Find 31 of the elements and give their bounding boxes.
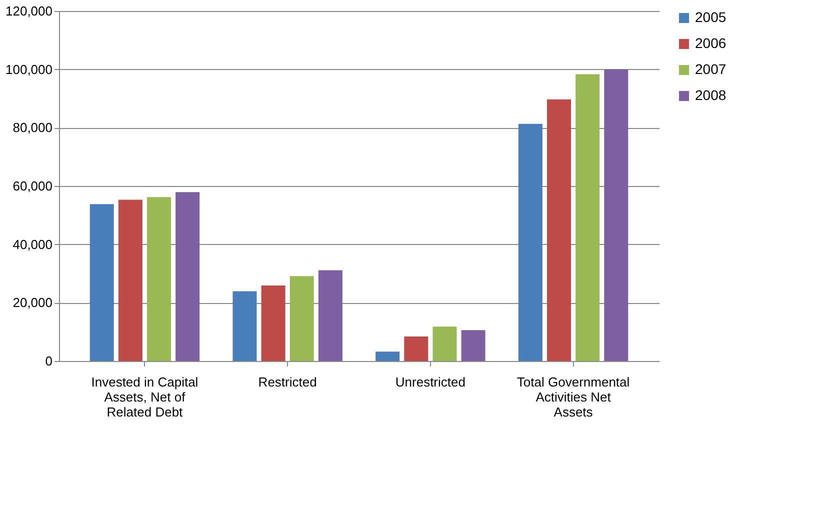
bar [118, 200, 142, 361]
bar [318, 270, 342, 361]
bar [547, 99, 571, 361]
bar [90, 204, 114, 361]
x-tick-label: Invested in Capital Assets, Net of Related Debt [91, 374, 198, 420]
y-tick-label: 120,000 [6, 4, 52, 18]
x-tick-label: Unrestricted [395, 374, 466, 390]
legend-label: 2006 [695, 35, 726, 51]
bar [518, 124, 542, 361]
y-tick-label: 40,000 [12, 236, 52, 252]
y-tick-label: 80,000 [12, 120, 52, 136]
legend-label: 2005 [695, 9, 726, 25]
legend-label: 2008 [695, 87, 726, 103]
y-tick-label: 100,000 [6, 62, 52, 77]
bar [176, 192, 200, 361]
bar [604, 69, 628, 361]
x-tick-label: Total Governmental Activities Net Assets [516, 374, 630, 420]
y-tick-label: 20,000 [12, 295, 52, 310]
legend-label: 2007 [695, 61, 726, 77]
bar [404, 336, 428, 361]
bar [376, 352, 400, 361]
bar [147, 197, 171, 361]
bar [261, 285, 286, 361]
y-tick-label: 60,000 [12, 178, 52, 194]
bar [461, 330, 486, 361]
bar [232, 291, 257, 361]
bar [576, 74, 600, 361]
x-tick-label: Restricted [258, 374, 317, 390]
bar [432, 326, 457, 361]
bar [290, 276, 314, 361]
y-tick-label: 0 [45, 354, 52, 368]
